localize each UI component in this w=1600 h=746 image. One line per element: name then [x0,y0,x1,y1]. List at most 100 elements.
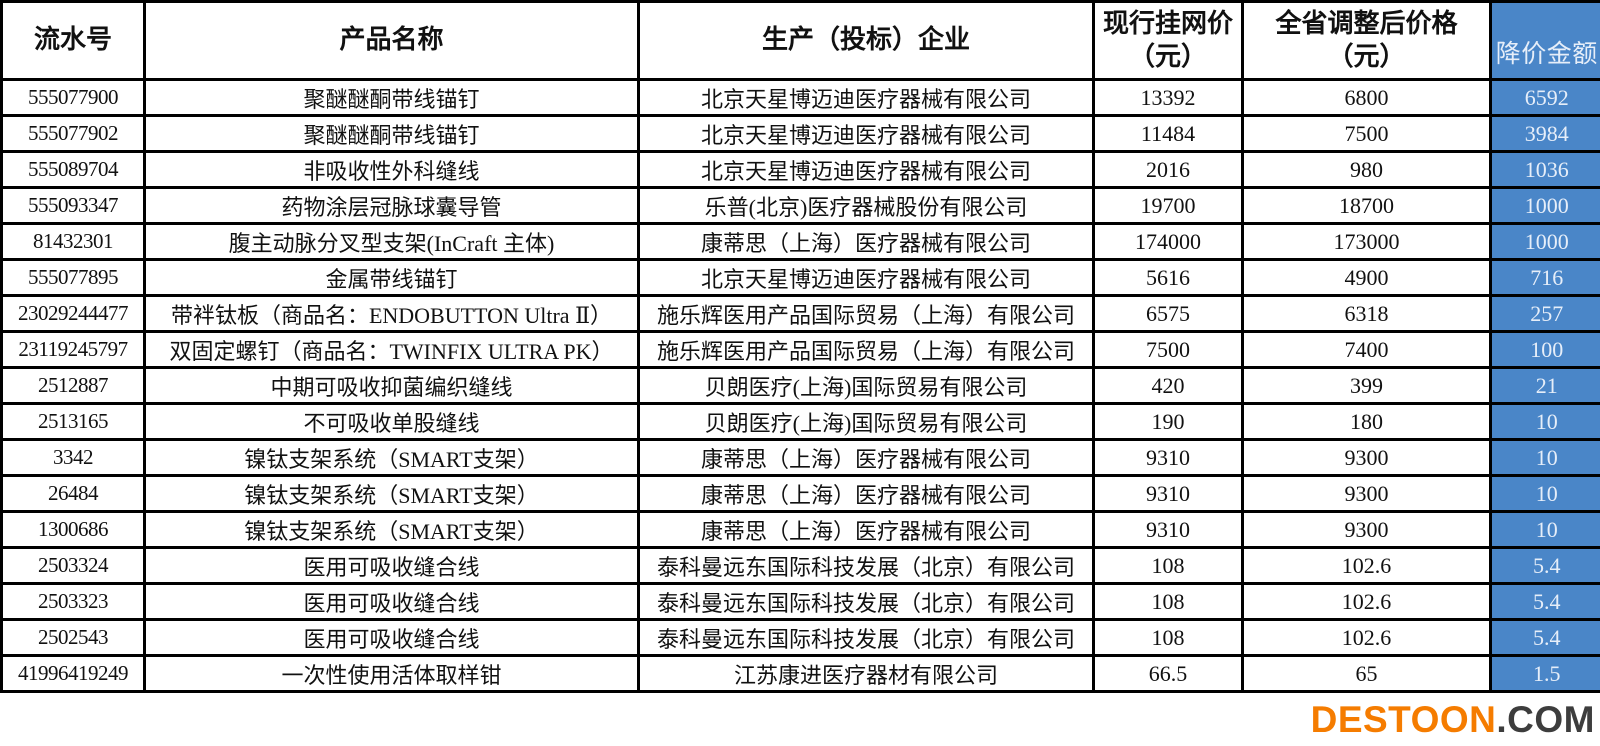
current-cell: 13392 [1092,78,1244,117]
table-row: 1300686 镍钛支架系统（SMART支架） 康蒂思（上海）医疗器械有限公司 931… [0,510,1600,549]
adjusted-cell: 173000 [1241,222,1492,261]
serial-cell: 555089704 [0,150,146,189]
adjusted-cell: 6318 [1241,294,1492,333]
reduction-cell: 5.4 [1489,582,1600,621]
adjusted-cell: 399 [1241,366,1492,405]
product-cell: 镍钛支架系统（SMART支架） [143,438,640,477]
header-serial: 流水号 [0,0,146,81]
serial-cell: 41996419249 [0,654,146,693]
company-cell: 施乐辉医用产品国际贸易（上海）有限公司 [637,330,1095,369]
reduction-cell: 10 [1489,402,1600,441]
product-cell: 医用可吸收缝合线 [143,546,640,585]
reduction-cell: 10 [1489,438,1600,477]
table-row: 2502543 医用可吸收缝合线 泰科曼远东国际科技发展（北京）有限公司 108 102… [0,618,1600,657]
adjusted-cell: 180 [1241,402,1492,441]
reduction-cell: 10 [1489,510,1600,549]
serial-cell: 3342 [0,438,146,477]
company-cell: 北京天星博迈迪医疗器械有限公司 [637,114,1095,153]
table-row: 23119245797 双固定螺钉（商品名：TWINFIX ULTRA PK） 施乐… [0,330,1600,369]
current-cell: 108 [1092,546,1244,585]
product-cell: 带袢钛板（商品名：ENDOBUTTON Ultra Ⅱ） [143,294,640,333]
watermark-suffix: .COM [1496,699,1595,740]
header-current-price: 现行挂网价 （元） [1092,0,1244,81]
company-cell: 北京天星博迈迪医疗器械有限公司 [637,150,1095,189]
product-cell: 非吸收性外科缝线 [143,150,640,189]
serial-cell: 1300686 [0,510,146,549]
product-cell: 镍钛支架系统（SMART支架） [143,510,640,549]
current-cell: 108 [1092,582,1244,621]
product-cell: 双固定螺钉（商品名：TWINFIX ULTRA PK） [143,330,640,369]
product-cell: 医用可吸收缝合线 [143,582,640,621]
table-row: 3342 镍钛支架系统（SMART支架） 康蒂思（上海）医疗器械有限公司 9310 93… [0,438,1600,477]
company-cell: 泰科曼远东国际科技发展（北京）有限公司 [637,582,1095,621]
adjusted-cell: 102.6 [1241,618,1492,657]
adjusted-cell: 9300 [1241,438,1492,477]
company-cell: 北京天星博迈迪医疗器械有限公司 [637,78,1095,117]
product-cell: 聚醚醚酮带线锚钉 [143,78,640,117]
table-row: 555077902 聚醚醚酮带线锚钉 北京天星博迈迪医疗器械有限公司 11484 750… [0,114,1600,153]
adjusted-cell: 7400 [1241,330,1492,369]
reduction-cell: 1036 [1489,150,1600,189]
table-row: 2513165 不可吸收单股缝线 贝朗医疗(上海)国际贸易有限公司 190 180 10 [0,402,1600,441]
watermark-brand: DESTOON [1310,699,1497,740]
table-body: 555077900 聚醚醚酮带线锚钉 北京天星博迈迪医疗器械有限公司 13392 680… [0,78,1600,693]
adjusted-cell: 18700 [1241,186,1492,225]
reduction-cell: 716 [1489,258,1600,297]
product-cell: 不可吸收单股缝线 [143,402,640,441]
table-row: 41996419249 一次性使用活体取样钳 江苏康进医疗器材有限公司 66.5 65 1… [0,654,1600,693]
company-cell: 贝朗医疗(上海)国际贸易有限公司 [637,366,1095,405]
header-adjusted-price: 全省调整后价格 （元） [1241,0,1492,81]
table-header: 流水号 产品名称 生产（投标）企业 现行挂网价 （元） 全省调整后价格 （元） … [0,0,1600,81]
reduction-cell: 1000 [1489,186,1600,225]
reduction-cell: 3984 [1489,114,1600,153]
serial-cell: 555093347 [0,186,146,225]
adjusted-cell: 9300 [1241,510,1492,549]
table-row: 555077900 聚醚醚酮带线锚钉 北京天星博迈迪医疗器械有限公司 13392 680… [0,78,1600,117]
reduction-cell: 21 [1489,366,1600,405]
reduction-cell: 1000 [1489,222,1600,261]
current-cell: 66.5 [1092,654,1244,693]
company-cell: 康蒂思（上海）医疗器械有限公司 [637,510,1095,549]
product-cell: 镍钛支架系统（SMART支架） [143,474,640,513]
reduction-cell: 1.5 [1489,654,1600,693]
product-cell: 一次性使用活体取样钳 [143,654,640,693]
reduction-cell: 257 [1489,294,1600,333]
current-cell: 7500 [1092,330,1244,369]
adjusted-cell: 102.6 [1241,546,1492,585]
reduction-cell: 100 [1489,330,1600,369]
serial-cell: 2503323 [0,582,146,621]
current-cell: 9310 [1092,438,1244,477]
product-cell: 聚醚醚酮带线锚钉 [143,114,640,153]
reduction-cell: 10 [1489,474,1600,513]
adjusted-cell: 4900 [1241,258,1492,297]
table-row: 2512887 中期可吸收抑菌编织缝线 贝朗医疗(上海)国际贸易有限公司 420 399… [0,366,1600,405]
reduction-cell: 5.4 [1489,618,1600,657]
adjusted-cell: 9300 [1241,474,1492,513]
company-cell: 江苏康进医疗器材有限公司 [637,654,1095,693]
current-cell: 9310 [1092,474,1244,513]
current-cell: 174000 [1092,222,1244,261]
product-cell: 医用可吸收缝合线 [143,618,640,657]
company-cell: 北京天星博迈迪医疗器械有限公司 [637,258,1095,297]
header-row: 流水号 产品名称 生产（投标）企业 现行挂网价 （元） 全省调整后价格 （元） … [0,0,1600,81]
table-row: 23029244477 带袢钛板（商品名：ENDOBUTTON Ultra Ⅱ）施… [0,294,1600,333]
current-cell: 108 [1092,618,1244,657]
header-company: 生产（投标）企业 [637,0,1095,81]
serial-cell: 23029244477 [0,294,146,333]
serial-cell: 555077895 [0,258,146,297]
table-row: 555077895 金属带线锚钉 北京天星博迈迪医疗器械有限公司 5616 4900 71… [0,258,1600,297]
serial-cell: 555077902 [0,114,146,153]
table-row: 555089704 非吸收性外科缝线 北京天星博迈迪医疗器械有限公司 2016 980 1… [0,150,1600,189]
company-cell: 康蒂思（上海）医疗器械有限公司 [637,438,1095,477]
company-cell: 施乐辉医用产品国际贸易（上海）有限公司 [637,294,1095,333]
current-cell: 420 [1092,366,1244,405]
price-adjustment-table: 流水号 产品名称 生产（投标）企业 现行挂网价 （元） 全省调整后价格 （元） … [0,0,1600,693]
current-cell: 190 [1092,402,1244,441]
reduction-cell: 5.4 [1489,546,1600,585]
company-cell: 康蒂思（上海）医疗器械有限公司 [637,474,1095,513]
product-cell: 腹主动脉分叉型支架(InCraft 主体) [143,222,640,261]
reduction-cell: 6592 [1489,78,1600,117]
current-cell: 11484 [1092,114,1244,153]
product-cell: 药物涂层冠脉球囊导管 [143,186,640,225]
current-cell: 6575 [1092,294,1244,333]
